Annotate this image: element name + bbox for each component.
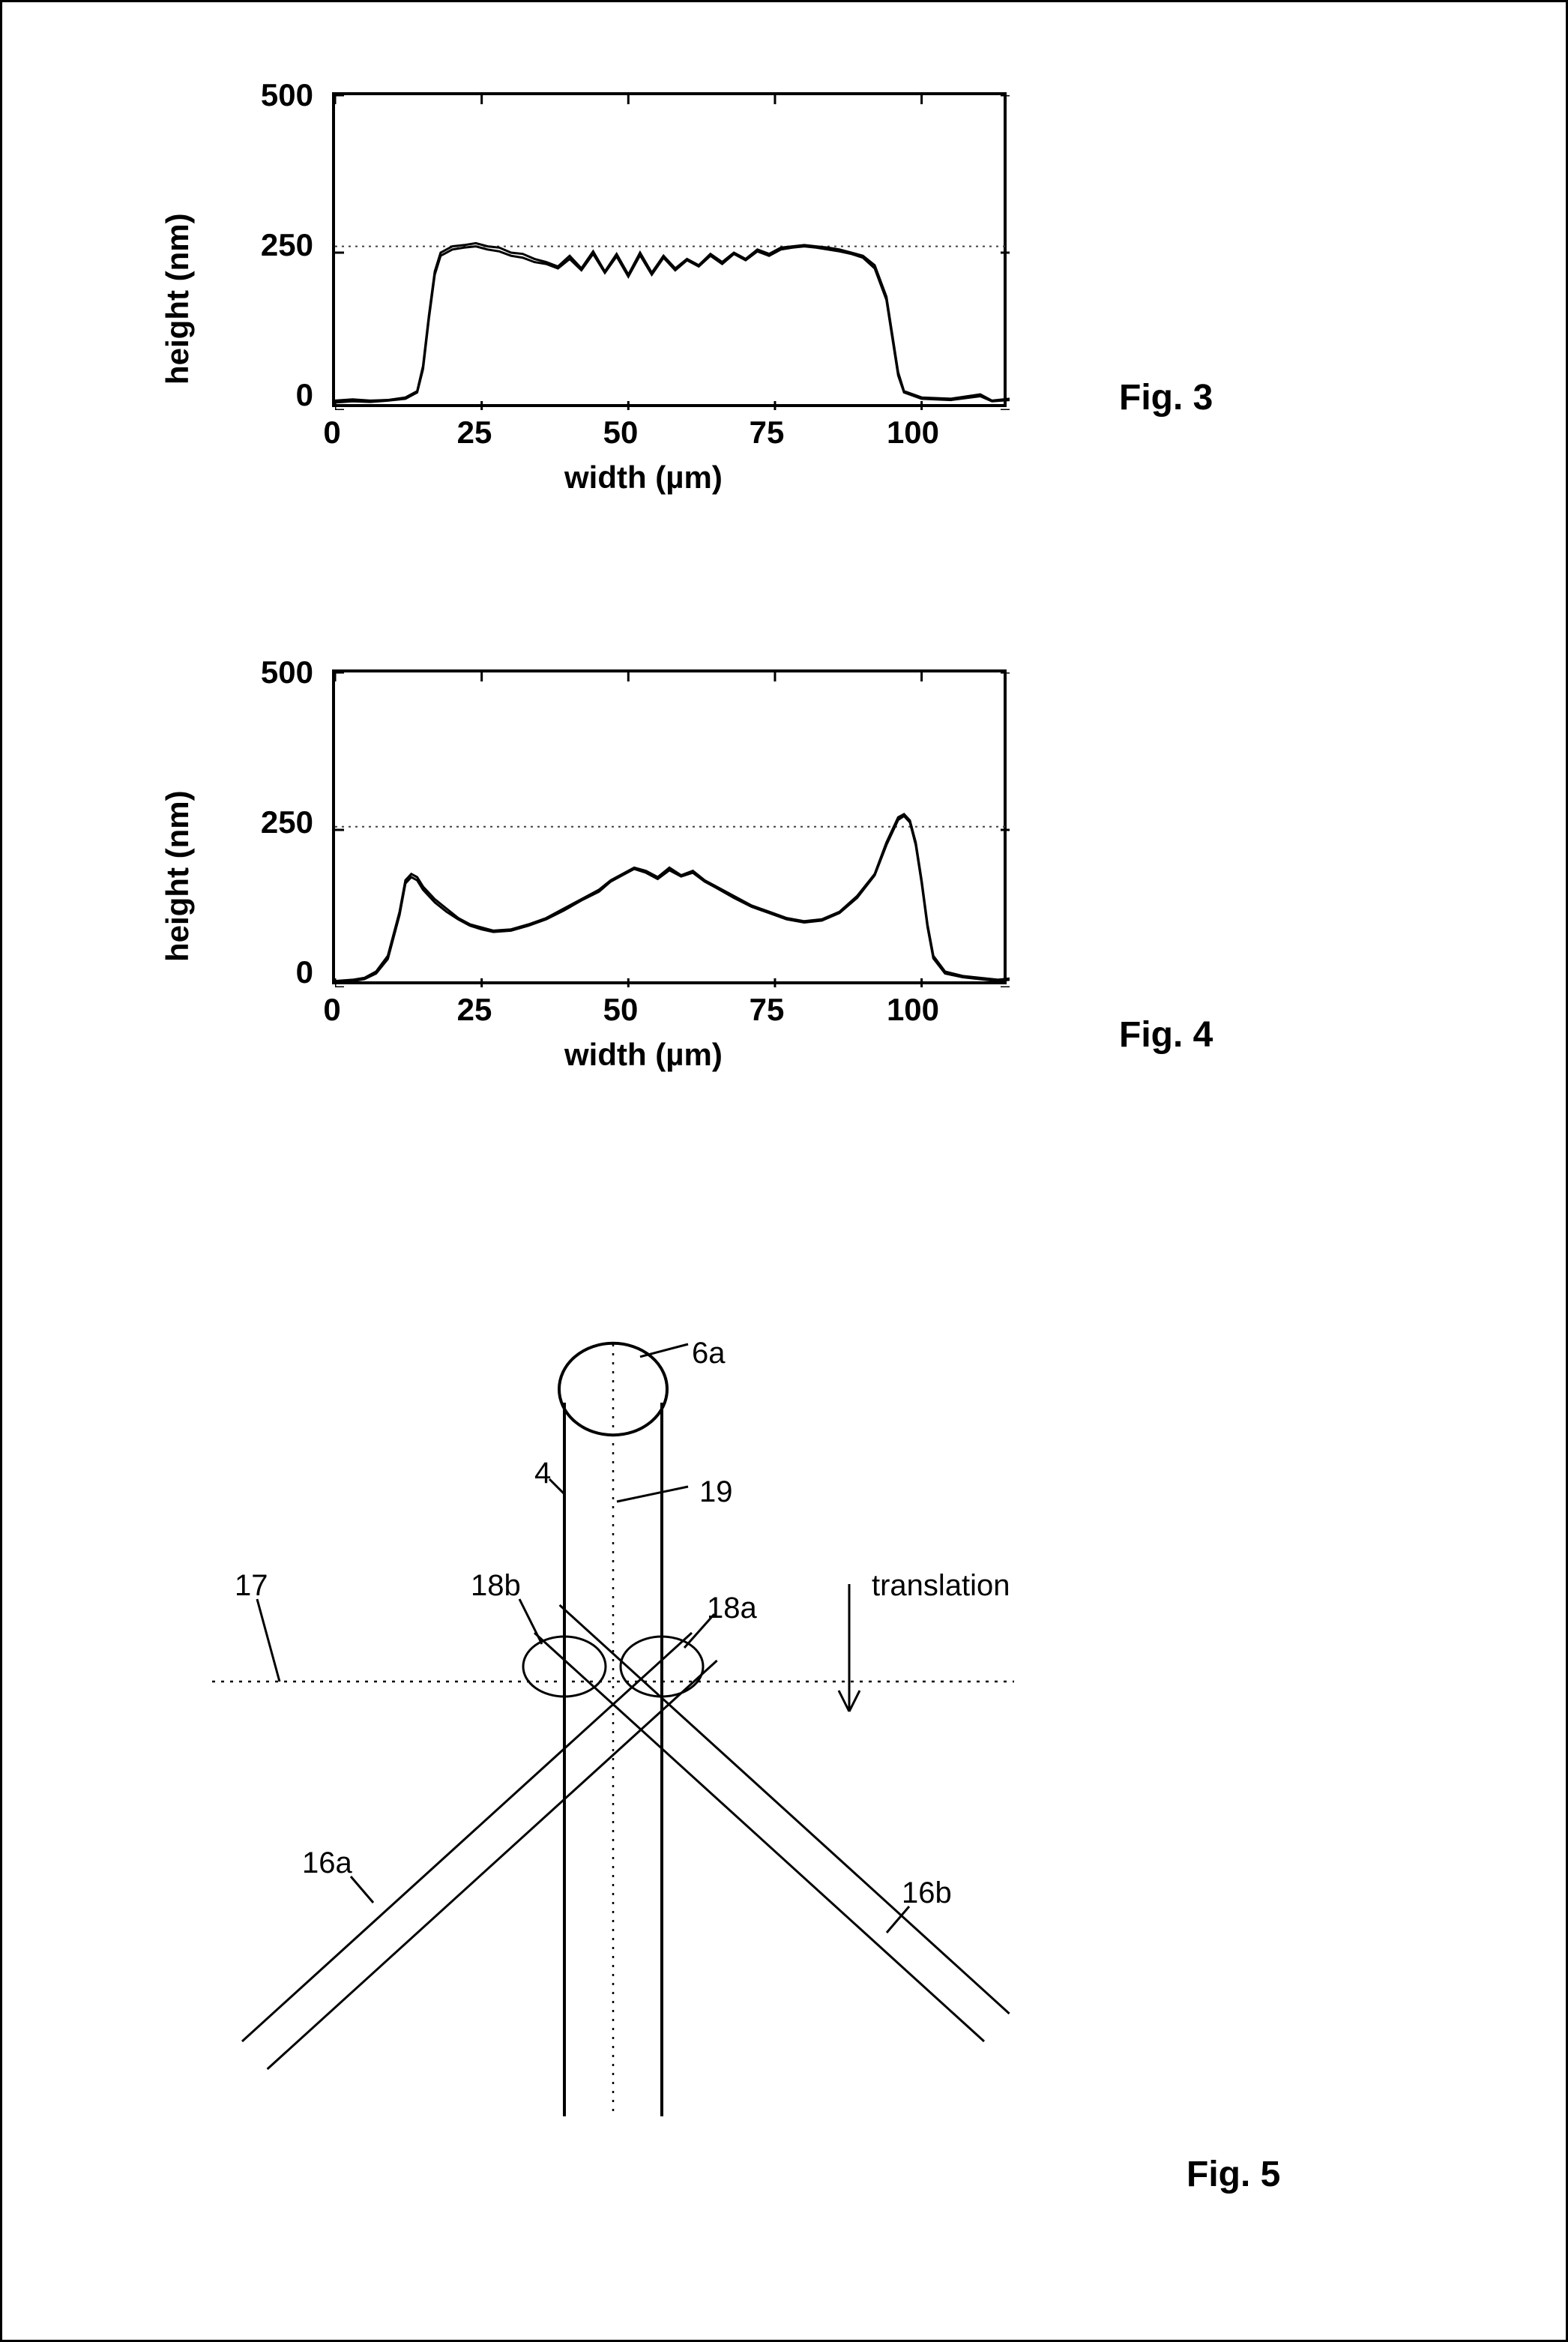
fig5-svg — [212, 1292, 1037, 2154]
fig5-label-17: 17 — [235, 1569, 268, 1603]
fig4-xlabel: width (µm) — [564, 1037, 723, 1073]
fig4-ylabel: height (nm) — [160, 790, 196, 962]
fig5-label-18a: 18a — [707, 1592, 757, 1625]
fig3-xtick-50: 50 — [598, 415, 643, 451]
fig3-ylabel: height (nm) — [160, 213, 196, 385]
fig3-svg — [335, 95, 1010, 410]
fig3-ytick-250: 250 — [238, 227, 313, 263]
fig3-xtick-75: 75 — [744, 415, 789, 451]
figure-3: height (nm) 500 250 0 0 25 50 75 100 wid… — [122, 62, 1022, 527]
fig5-caption: Fig. 5 — [1186, 2154, 1280, 2195]
fig5-label-18b: 18b — [471, 1569, 521, 1603]
fig4-xtick-75: 75 — [744, 992, 789, 1028]
fig3-ytick-500: 500 — [238, 77, 313, 113]
fig3-xlabel: width (µm) — [564, 460, 723, 496]
page: height (nm) 500 250 0 0 25 50 75 100 wid… — [0, 0, 1568, 2342]
fig5-label-translation: translation — [872, 1569, 1010, 1603]
fig3-plot-frame — [332, 92, 1007, 407]
fig4-xtick-25: 25 — [452, 992, 497, 1028]
fig3-xtick-100: 100 — [883, 415, 943, 451]
fig4-ytick-500: 500 — [238, 654, 313, 690]
fig5-label-6a: 6a — [692, 1337, 726, 1370]
fig3-ytick-0: 0 — [238, 377, 313, 413]
figure-4: height (nm) 500 250 0 0 25 50 75 100 wid… — [122, 639, 1022, 1104]
fig4-caption: Fig. 4 — [1119, 1014, 1213, 1056]
fig5-label-19: 19 — [699, 1475, 733, 1509]
fig4-xtick-100: 100 — [883, 992, 943, 1028]
fig4-xtick-0: 0 — [313, 992, 351, 1028]
fig3-xtick-0: 0 — [313, 415, 351, 451]
fig4-plot-frame — [332, 669, 1007, 984]
fig5-label-4: 4 — [534, 1457, 551, 1490]
fig3-xtick-25: 25 — [452, 415, 497, 451]
fig5-label-16b: 16b — [902, 1876, 952, 1910]
fig4-ytick-250: 250 — [238, 804, 313, 840]
fig5-label-16a: 16a — [302, 1846, 352, 1880]
fig4-ytick-0: 0 — [238, 954, 313, 990]
fig4-xtick-50: 50 — [598, 992, 643, 1028]
fig4-svg — [335, 672, 1010, 987]
figure-5: 6a 4 19 17 18b 18a translation 16a 16b — [212, 1292, 1261, 2191]
fig3-caption: Fig. 3 — [1119, 377, 1213, 418]
